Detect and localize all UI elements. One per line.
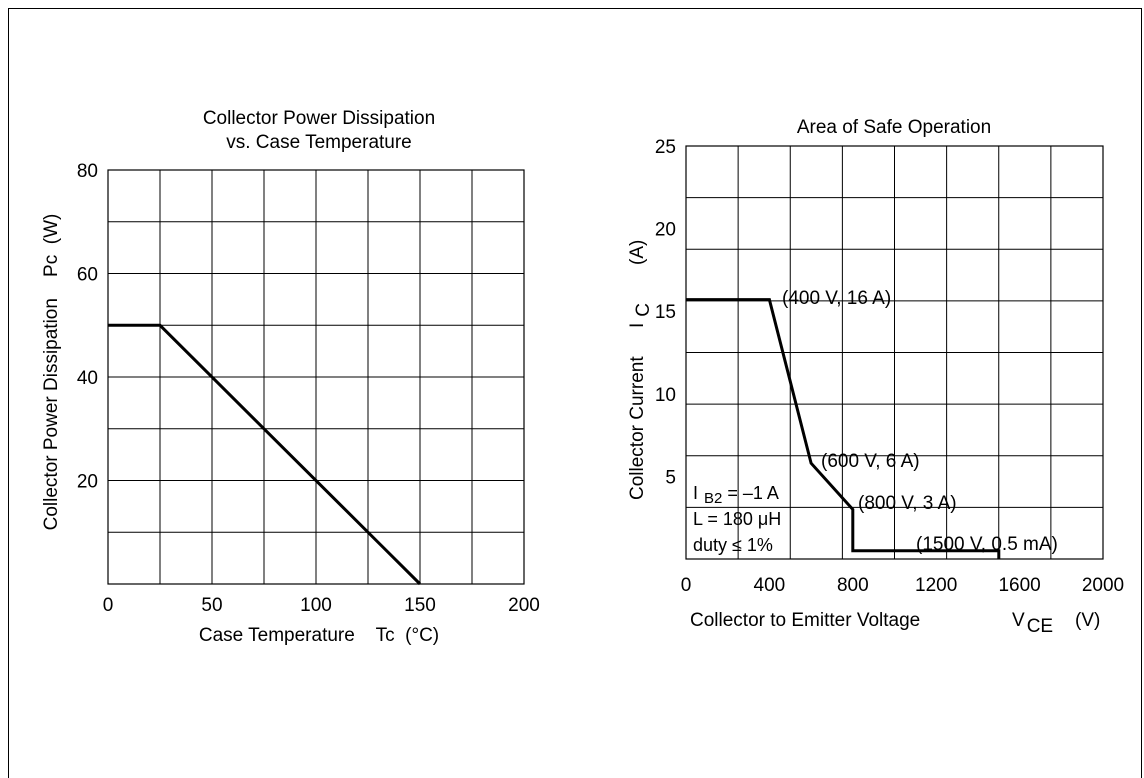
safe-operation-boundary-line: [686, 298, 1001, 559]
right-x-tick-label: 0: [681, 575, 692, 596]
right-x-tick-label: 400: [754, 575, 786, 596]
left-chart-grid: [107, 169, 525, 585]
right-chart-tick-labels: 0 400 800 1200 1600 2000 5 10 15 20 25: [655, 137, 1124, 596]
condition-ib2-symbol: I: [693, 483, 698, 503]
right-y-tick-label: 5: [665, 467, 676, 488]
right-chart-grid: [685, 145, 1104, 560]
right-x-label-subscript: CE: [1027, 616, 1053, 637]
right-y-tick-label: 25: [655, 137, 676, 158]
right-x-tick-label: 800: [837, 575, 869, 596]
right-y-tick-label: 20: [655, 220, 676, 241]
annotation-800v-3a: (800 V, 3 A): [858, 493, 957, 514]
condition-ib2-value: = –1 A: [722, 483, 779, 503]
left-x-tick-label: 0: [103, 595, 114, 616]
power-dissipation-chart: Collector Power Dissipation vs. Case Tem…: [41, 108, 540, 646]
right-y-label-unit: (A): [627, 240, 648, 265]
condition-ib2-subscript: B2: [704, 490, 722, 507]
right-y-tick-label: 15: [655, 302, 676, 323]
left-chart-title-line1: Collector Power Dissipation: [203, 108, 435, 129]
condition-ib2: I B2 = –1 A: [693, 483, 779, 507]
left-y-tick-label: 40: [77, 368, 98, 389]
right-x-tick-label: 1200: [915, 575, 957, 596]
annotation-400v-16a: (400 V, 16 A): [782, 288, 891, 309]
left-x-tick-label: 150: [404, 595, 436, 616]
right-y-label-main: Collector Current: [627, 356, 648, 500]
condition-inductance: L = 180 μH: [693, 509, 781, 529]
annotation-1500v-05ma: (1500 V, 0.5 mA): [916, 534, 1058, 555]
right-chart-y-axis-label: Collector Current I C (A): [627, 240, 654, 500]
right-x-label-unit: (V): [1075, 610, 1100, 631]
page-frame: [8, 8, 1142, 778]
left-y-tick-label: 80: [77, 161, 98, 182]
left-y-tick-label: 60: [77, 265, 98, 286]
left-chart-tick-labels: 0 50 100 150 200 20 40 60 80: [77, 161, 540, 616]
right-y-label-symbol: I: [627, 323, 648, 328]
right-y-label-subscript: C: [633, 303, 654, 317]
left-chart-y-axis-label: Collector Power Dissipation Pc (W): [41, 214, 62, 531]
safe-operation-chart: Area of Safe Operation 0 400 800 1200 1600 20…: [627, 117, 1124, 637]
left-x-tick-label: 50: [201, 595, 222, 616]
right-x-label-symbol: V: [1012, 610, 1025, 631]
left-x-tick-label: 200: [508, 595, 540, 616]
right-y-tick-label: 10: [655, 385, 676, 406]
left-y-tick-label: 20: [77, 472, 98, 493]
right-x-tick-label: 2000: [1082, 575, 1124, 596]
power-derating-line: [108, 323, 422, 586]
annotation-600v-6a: (600 V, 6 A): [821, 451, 920, 472]
right-chart-x-axis-label: Collector to Emitter Voltage V CE (V): [690, 610, 1100, 637]
right-x-label-main: Collector to Emitter Voltage: [690, 610, 920, 631]
left-x-tick-label: 100: [300, 595, 332, 616]
left-chart-title-line2: vs. Case Temperature: [226, 132, 412, 153]
left-chart-x-axis-label: Case Temperature Tc (°C): [199, 625, 439, 646]
right-x-tick-label: 1600: [998, 575, 1040, 596]
right-chart-title: Area of Safe Operation: [797, 117, 991, 138]
condition-duty: duty ≤ 1%: [693, 535, 773, 555]
